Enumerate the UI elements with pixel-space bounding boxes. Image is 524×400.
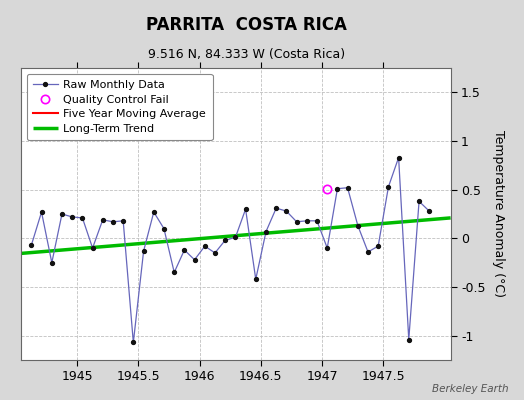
Raw Monthly Data	[100, 218, 106, 222]
Raw Monthly Data	[253, 277, 259, 282]
Raw Monthly Data	[222, 238, 228, 243]
Raw Monthly Data	[49, 260, 55, 265]
Raw Monthly Data	[181, 248, 188, 252]
Raw Monthly Data	[161, 226, 167, 231]
Raw Monthly Data	[355, 223, 361, 228]
Raw Monthly Data	[110, 219, 116, 224]
Raw Monthly Data	[426, 209, 432, 214]
Raw Monthly Data	[171, 270, 177, 275]
Line: Raw Monthly Data: Raw Monthly Data	[29, 156, 431, 344]
Raw Monthly Data	[293, 219, 300, 224]
Raw Monthly Data	[202, 244, 208, 248]
Raw Monthly Data	[273, 206, 279, 210]
Raw Monthly Data	[191, 257, 198, 262]
Raw Monthly Data	[385, 184, 391, 189]
Raw Monthly Data	[416, 199, 422, 204]
Raw Monthly Data	[28, 243, 35, 248]
Raw Monthly Data	[324, 246, 331, 250]
Raw Monthly Data	[263, 229, 269, 234]
Raw Monthly Data	[243, 207, 249, 212]
Text: PARRITA  COSTA RICA: PARRITA COSTA RICA	[146, 16, 347, 34]
Raw Monthly Data	[140, 248, 147, 253]
Raw Monthly Data	[150, 210, 157, 214]
Raw Monthly Data	[314, 218, 320, 223]
Raw Monthly Data	[365, 250, 371, 254]
Text: 9.516 N, 84.333 W (Costa Rica): 9.516 N, 84.333 W (Costa Rica)	[148, 48, 345, 61]
Raw Monthly Data	[283, 209, 289, 214]
Raw Monthly Data	[212, 250, 218, 255]
Raw Monthly Data	[59, 212, 65, 216]
Raw Monthly Data	[79, 216, 85, 220]
Raw Monthly Data	[303, 218, 310, 223]
Raw Monthly Data	[232, 235, 238, 240]
Raw Monthly Data	[406, 337, 412, 342]
Raw Monthly Data	[334, 186, 341, 191]
Raw Monthly Data	[90, 246, 96, 250]
Raw Monthly Data	[375, 244, 381, 248]
Raw Monthly Data	[38, 210, 45, 214]
Raw Monthly Data	[344, 185, 351, 190]
Raw Monthly Data	[130, 340, 136, 345]
Raw Monthly Data	[120, 218, 126, 223]
Raw Monthly Data	[396, 155, 402, 160]
Y-axis label: Temperature Anomaly (°C): Temperature Anomaly (°C)	[492, 130, 505, 298]
Text: Berkeley Earth: Berkeley Earth	[432, 384, 508, 394]
Legend: Raw Monthly Data, Quality Control Fail, Five Year Moving Average, Long-Term Tren: Raw Monthly Data, Quality Control Fail, …	[27, 74, 213, 140]
Raw Monthly Data	[69, 214, 75, 219]
